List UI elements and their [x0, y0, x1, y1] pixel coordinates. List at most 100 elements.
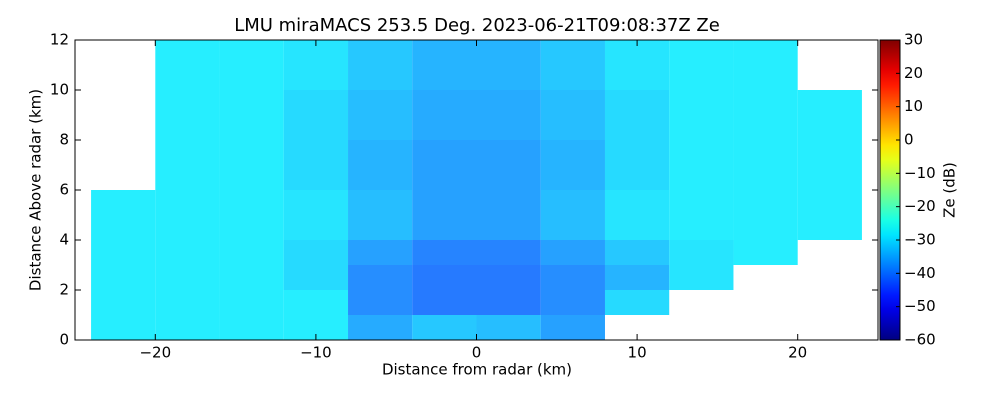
- heatmap-cell: [91, 265, 156, 290]
- heatmap-cell: [155, 90, 220, 140]
- heatmap-cell: [604, 190, 670, 240]
- y-axis-label: Distance Above radar (km): [27, 89, 45, 291]
- colorbar-tick-label: 0: [904, 131, 914, 149]
- heatmap-cell: [91, 240, 156, 265]
- heatmap-cell: [540, 190, 605, 240]
- heatmap-cell: [219, 140, 284, 190]
- heatmap-cell: [669, 265, 734, 290]
- x-axis-label: Distance from radar (km): [382, 361, 572, 379]
- heatmap-cell: [604, 290, 670, 315]
- y-tick-label: 0: [59, 331, 69, 349]
- heatmap-cell: [669, 140, 734, 190]
- heatmap-cell: [412, 40, 477, 90]
- heatmap-cell: [348, 40, 413, 90]
- colorbar-tick-label: 30: [904, 31, 923, 49]
- colorbar-tick-label: −40: [904, 264, 936, 282]
- heatmap-cell: [669, 90, 734, 140]
- heatmap-cell: [476, 290, 541, 315]
- heatmap-cell: [91, 290, 156, 315]
- heatmap-cell: [540, 140, 605, 190]
- heatmap-cell: [348, 240, 413, 265]
- heatmap-cell: [412, 265, 477, 290]
- heatmap-cell: [604, 265, 670, 290]
- heatmap-cell: [348, 190, 413, 240]
- heatmap-cell: [283, 40, 349, 90]
- heatmap-cell: [797, 140, 862, 190]
- x-tick-label: 20: [788, 344, 807, 362]
- heatmap-cell: [283, 240, 349, 265]
- heatmap-cell: [219, 190, 284, 240]
- heatmap-cell: [540, 240, 605, 265]
- heatmap-cell: [733, 190, 798, 240]
- heatmap-cell: [412, 90, 477, 140]
- heatmap-cell: [540, 40, 605, 90]
- heatmap-cell: [155, 40, 220, 90]
- heatmap-cell: [733, 90, 798, 140]
- heatmap-cell: [412, 315, 477, 340]
- heatmap-cell: [155, 240, 220, 265]
- colorbar-label: Ze (dB): [941, 162, 959, 218]
- heatmap-cell: [733, 240, 798, 265]
- heatmap-cell: [669, 40, 734, 90]
- colorbar-tick-label: −60: [904, 331, 936, 349]
- heatmap-cell: [283, 265, 349, 290]
- heatmap-cell: [604, 90, 670, 140]
- colorbar-tick-label: 20: [904, 64, 923, 82]
- heatmap-cell: [219, 315, 284, 340]
- heatmap-cell: [540, 265, 605, 290]
- heatmap-cell: [155, 315, 220, 340]
- y-tick-label: 6: [59, 181, 69, 199]
- colorbar-tick-label: −10: [904, 164, 936, 182]
- heatmap-cell: [283, 190, 349, 240]
- heatmap-cell: [604, 240, 670, 265]
- y-tick-label: 10: [50, 81, 69, 99]
- heatmap-cell: [348, 315, 413, 340]
- y-tick-label: 4: [59, 231, 69, 249]
- heatmap-cell: [348, 140, 413, 190]
- heatmap-cell: [476, 315, 541, 340]
- heatmap-cell: [348, 290, 413, 315]
- heatmap-cell: [219, 240, 284, 265]
- heatmap-cell: [283, 290, 349, 315]
- heatmap-cell: [155, 140, 220, 190]
- heatmap-cell: [155, 265, 220, 290]
- heatmap-cell: [476, 190, 541, 240]
- heatmap-cell: [540, 315, 605, 340]
- x-tick-label: 10: [628, 344, 647, 362]
- heatmap-cell: [797, 190, 862, 240]
- heatmap-cell: [476, 40, 541, 90]
- heatmap-cells: [91, 40, 862, 340]
- heatmap-cell: [155, 290, 220, 315]
- heatmap-cell: [219, 40, 284, 90]
- heatmap-cell: [283, 140, 349, 190]
- colorbar-tick-label: 10: [904, 97, 923, 115]
- heatmap-cell: [540, 90, 605, 140]
- heatmap-cell: [412, 190, 477, 240]
- y-tick-label: 2: [59, 281, 69, 299]
- heatmap-cell: [412, 290, 477, 315]
- heatmap-cell: [604, 40, 670, 90]
- chart-title: LMU miraMACS 253.5 Deg. 2023-06-21T09:08…: [234, 15, 720, 36]
- heatmap-cell: [476, 265, 541, 290]
- heatmap-cell: [733, 40, 798, 90]
- heatmap-cell: [91, 190, 156, 240]
- x-tick-label: −10: [300, 344, 332, 362]
- heatmap-cell: [669, 240, 734, 265]
- heatmap-cell: [219, 290, 284, 315]
- heatmap-cell: [733, 140, 798, 190]
- y-tick-label: 12: [50, 31, 69, 49]
- heatmap-cell: [540, 290, 605, 315]
- heatmap-cell: [348, 265, 413, 290]
- heatmap-cell: [669, 190, 734, 240]
- y-tick-label: 8: [59, 131, 69, 149]
- heatmap-cell: [604, 140, 670, 190]
- x-tick-label: −20: [139, 344, 171, 362]
- colorbar-tick-label: −30: [904, 231, 936, 249]
- heatmap-cell: [91, 315, 156, 340]
- x-tick-label: 0: [472, 344, 482, 362]
- heatmap-cell: [283, 90, 349, 140]
- heatmap-cell: [476, 90, 541, 140]
- heatmap-cell: [476, 240, 541, 265]
- heatmap-cell: [412, 140, 477, 190]
